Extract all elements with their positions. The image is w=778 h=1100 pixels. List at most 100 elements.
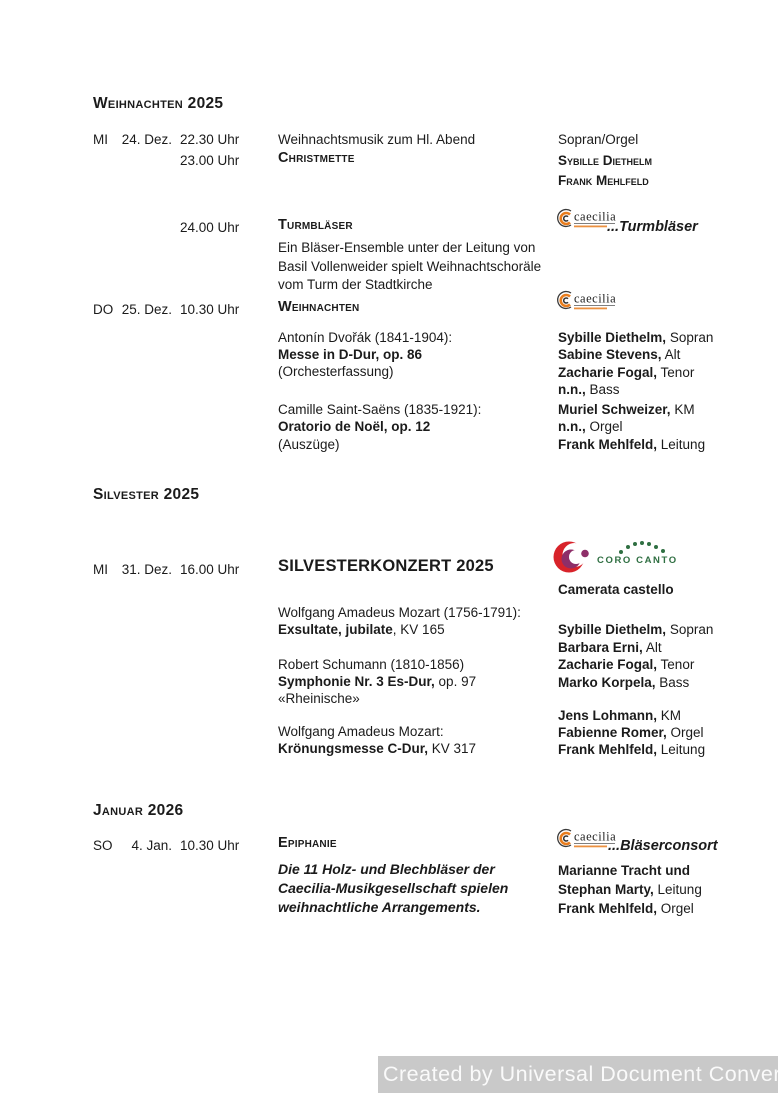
performer-line: Zacharie Fogal, Tenor xyxy=(558,656,694,673)
description-line: Ein Bläser-Ensemble unter der Leitung vo… xyxy=(278,240,536,255)
work-note: (Orchesterfassung) xyxy=(278,364,394,379)
coro-canto-logo: CORO CANTO xyxy=(597,540,697,570)
event-date: 25. Dez. xyxy=(121,302,172,317)
event-date: 24. Dez. xyxy=(121,132,172,147)
event-tagline: ...Bläserconsort xyxy=(608,838,718,854)
work-composer: Antonín Dvořák (1841-1904): xyxy=(278,330,453,345)
event-title: Christmette xyxy=(278,150,355,166)
performer-line: Sybille Diethelm xyxy=(558,153,653,168)
performer-role: Bass xyxy=(659,675,690,690)
coro-dot xyxy=(619,550,623,554)
performer-line: Jens Lohmann, KM xyxy=(558,707,681,724)
description-line: Basil Vollenweider spielt Weihnachtschor… xyxy=(278,259,542,274)
work-composer: Wolfgang Amadeus Mozart: xyxy=(278,724,444,739)
performer-line: Sybille Diethelm, Sopran xyxy=(558,329,713,346)
work-title-bold: Messe in D-Dur, op. 86 xyxy=(278,347,423,362)
performer-line: Marko Korpela, Bass xyxy=(558,674,689,691)
description-line: weihnachtliche Arrangements. xyxy=(278,899,481,915)
event-date: 31. Dez. xyxy=(121,562,172,577)
performer-role: Alt xyxy=(645,640,662,655)
performer-role: Leitung xyxy=(660,437,706,452)
caecilia-logo-text: caecilia xyxy=(574,210,616,224)
work-composer: Robert Schumann (1810-1856) xyxy=(278,657,465,672)
work-title: Exsultate, jubilate, KV 165 xyxy=(278,621,445,638)
event-day: MI xyxy=(93,132,108,147)
camerata-castello-logo xyxy=(553,541,589,573)
description-line: Caecilia-Musikgesellschaft spielen xyxy=(278,880,509,896)
performer-name: Frank Mehlfeld, xyxy=(558,437,658,452)
work-title: Symphonie Nr. 3 Es-Dur, op. 97 xyxy=(278,673,476,690)
description-line: vom Turm der Stadtkirche xyxy=(278,277,433,292)
coro-dot xyxy=(661,549,665,553)
performer-line: Fabienne Romer, Orgel xyxy=(558,724,704,741)
performer-role: KM xyxy=(660,708,682,723)
performer-name: n.n., xyxy=(558,419,586,434)
performer-line: Sybille Diethelm, Sopran xyxy=(558,621,713,638)
performer-name: Frank Mehlfeld, xyxy=(558,901,658,916)
event-time: 22.30 Uhr xyxy=(180,132,240,147)
event-day: MI xyxy=(93,562,108,577)
section-heading: Silvester 2025 xyxy=(93,486,200,503)
event-day: DO xyxy=(93,302,114,317)
performer-name: Sybille Diethelm, xyxy=(558,330,667,345)
performer-line: Barbara Erni, Alt xyxy=(558,639,662,656)
performer-name: Muriel Schweizer, xyxy=(558,402,671,417)
work-title: Messe in D-Dur, op. 86 xyxy=(278,346,422,363)
event-title: Epiphanie xyxy=(278,835,337,851)
work-title: Krönungsmesse C-Dur, KV 317 xyxy=(278,740,476,757)
work-title-bold: Exsultate, jubilate xyxy=(278,622,393,637)
watermark: Created by Universal Document Converter xyxy=(378,1056,778,1093)
performer-name: Sybille Diethelm, xyxy=(558,622,667,637)
ensemble-name: Camerata castello xyxy=(558,582,674,597)
performer-line: Marianne Tracht und xyxy=(558,862,690,879)
work-composer: Wolfgang Amadeus Mozart (1756-1791): xyxy=(278,605,521,620)
work-note: «Rheinische» xyxy=(278,691,360,706)
performer-line: Frank Mehlfeld, Leitung xyxy=(558,436,705,453)
work-title-bold: Symphonie Nr. 3 Es-Dur, xyxy=(278,674,435,689)
performer-role: Leitung xyxy=(660,742,706,757)
performer-role: Orgel xyxy=(660,901,694,916)
work-title-rest: op. 97 xyxy=(434,674,477,689)
coro-dot xyxy=(640,541,644,545)
performer-name: Zacharie Fogal, xyxy=(558,365,658,380)
performer-line: Sabine Stevens, Alt xyxy=(558,346,680,363)
performer-role: Orgel xyxy=(589,419,623,434)
caecilia-logo-text: caecilia xyxy=(574,830,616,844)
event-title: Turmbläser xyxy=(278,217,353,233)
performer-role: Sopran xyxy=(669,622,714,637)
performer-line: Frank Mehlfeld, Orgel xyxy=(558,900,694,917)
caecilia-logo: caecilia xyxy=(557,208,616,228)
performer-role: Tenor xyxy=(660,365,695,380)
performer-name: Frank Mehlfeld, xyxy=(558,742,658,757)
performer-name: Fabienne Romer, xyxy=(558,725,667,740)
coro-canto-text: CORO CANTO xyxy=(597,555,678,566)
performer-line: Frank Mehlfeld, Leitung xyxy=(558,741,705,758)
event-time: 10.30 Uhr xyxy=(180,302,240,317)
performer-name: Zacharie Fogal, xyxy=(558,657,658,672)
work-composer: Camille Saint-Saëns (1835-1921): xyxy=(278,402,482,417)
performer-name: Jens Lohmann, xyxy=(558,708,658,723)
performer-role: Sopran xyxy=(669,330,714,345)
performer-name: Marko Korpela, xyxy=(558,675,656,690)
coro-dot xyxy=(654,545,658,549)
event-time: 16.00 Uhr xyxy=(180,562,240,577)
event-tagline: ...Turmbläser xyxy=(607,219,698,235)
coro-dot xyxy=(647,542,651,546)
performer-role: Orgel xyxy=(670,725,704,740)
performer-role: Leitung xyxy=(657,882,702,897)
work-title-rest: , KV 165 xyxy=(392,622,445,637)
work-note: (Auszüge) xyxy=(278,437,340,452)
work-title: Oratorio de Noël, op. 12 xyxy=(278,418,430,435)
performer-role: Tenor xyxy=(660,657,695,672)
program-line: Weihnachtsmusik zum Hl. Abend xyxy=(278,132,476,147)
caecilia-logo: caecilia xyxy=(557,290,616,310)
performer-role: KM xyxy=(674,402,695,417)
work-title-rest: KV 317 xyxy=(428,741,477,756)
section-heading: Weihnachten 2025 xyxy=(93,95,224,112)
event-time: 24.00 Uhr xyxy=(180,220,240,235)
performer-line: Sopran/Orgel xyxy=(558,132,639,147)
coro-dot xyxy=(626,545,630,549)
performer-name: Barbara Erni, xyxy=(558,640,643,655)
work-title-bold: Krönungsmesse C-Dur, xyxy=(278,741,429,756)
